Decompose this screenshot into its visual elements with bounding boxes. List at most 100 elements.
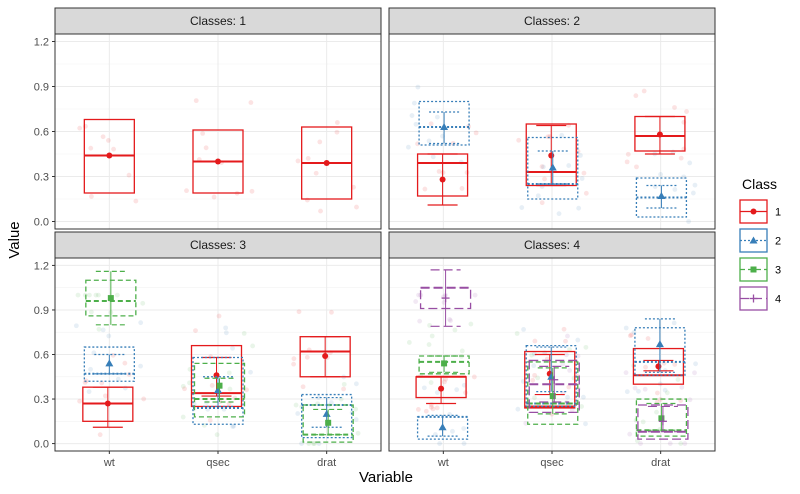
box-rect: [528, 359, 580, 414]
jitter-point: [122, 385, 128, 391]
jitter-point: [100, 327, 106, 333]
facet-panel-1: Classes: 1 0.0 0.3 0.6 0.9 1.2: [34, 7, 382, 230]
jitter-point: [583, 344, 589, 350]
jitter-point: [200, 130, 206, 136]
jitter-point: [180, 383, 186, 389]
mean-marker: [215, 158, 221, 165]
jitter-point: [230, 424, 236, 429]
jitter-point: [316, 395, 321, 400]
jitter-point: [623, 370, 629, 376]
jitter-point: [300, 384, 306, 390]
jitter-point: [103, 393, 108, 399]
box-rect: [635, 398, 688, 437]
box-drat: [301, 126, 353, 200]
jitter-point: [625, 151, 631, 157]
jitter-point: [406, 340, 412, 345]
jitter-point: [216, 313, 222, 319]
jitter-point: [434, 390, 440, 395]
jitter-point: [442, 379, 447, 385]
jitter-point: [539, 200, 545, 206]
jitter-point: [426, 342, 432, 347]
box-drat: [299, 336, 351, 378]
jitter-point: [655, 390, 660, 396]
jitter-point: [531, 351, 537, 357]
jitter-point: [662, 387, 668, 393]
jitter-point: [304, 354, 310, 360]
jitter-point: [521, 326, 526, 332]
jitter-point: [208, 354, 214, 360]
jitter-point: [643, 364, 648, 370]
box-wt: [418, 100, 470, 146]
mean-marker: [440, 123, 449, 130]
jitter-point: [687, 397, 693, 403]
jitter-point: [106, 137, 111, 143]
box-rect: [192, 356, 244, 425]
jitter-point: [535, 375, 541, 381]
panels-layer: Classes: 1 0.0 0.3 0.6 0.9 1.2 Classes: 2 Class…: [34, 7, 716, 469]
y-tick-label: 0.6: [34, 127, 49, 139]
jitter-point: [86, 389, 92, 395]
box-qsec: [527, 136, 579, 200]
jitter-point: [426, 138, 432, 144]
facet-strip: [54, 7, 382, 35]
jitter-point: [450, 428, 455, 434]
jitter-point: [452, 327, 458, 333]
jitter-point: [583, 421, 588, 427]
jitter-point: [230, 345, 235, 351]
jitter-point: [187, 380, 192, 386]
mean-marker: [655, 363, 662, 370]
jitter-point: [416, 292, 421, 298]
jitter-point: [88, 145, 94, 151]
jitter-point: [428, 404, 434, 410]
box-qsec: [192, 129, 244, 194]
mean-marker: [323, 160, 330, 166]
y-tick-label: 0.3: [34, 172, 49, 184]
box-qsec: [193, 362, 246, 418]
legend-marker: [749, 236, 758, 244]
jitter-point: [241, 330, 247, 336]
jitter-point: [640, 419, 646, 425]
jitter-point: [624, 389, 630, 395]
jitter-point: [560, 361, 566, 367]
series-class-3: [85, 270, 354, 443]
mean-marker: [438, 423, 447, 431]
jitter-point: [690, 190, 696, 196]
jitter-point: [409, 113, 415, 118]
jitter-point: [203, 145, 209, 151]
box-drat: [302, 404, 354, 443]
series-class-2: [418, 100, 688, 218]
box-wt: [83, 118, 135, 194]
mean-marker: [549, 393, 556, 400]
jitter-point: [519, 205, 525, 210]
y-tick-label: 0.9: [34, 82, 49, 94]
jitter-point: [182, 386, 187, 392]
jitter-point: [429, 333, 435, 339]
jitter-point: [672, 105, 677, 110]
jitter-points: [405, 84, 698, 224]
mean-marker: [441, 294, 450, 303]
jitter-point: [405, 144, 411, 150]
jitter-point: [531, 363, 537, 369]
box-rect: [637, 404, 689, 440]
jitter-point: [443, 376, 449, 382]
jitter-point: [633, 93, 639, 99]
jitter-point: [454, 387, 460, 393]
jitter-point: [556, 211, 562, 217]
jitter-point: [341, 386, 346, 392]
jitter-point: [334, 120, 340, 125]
jitter-point: [413, 121, 419, 127]
jitter-point: [627, 333, 633, 339]
jitter-point: [250, 343, 256, 349]
mean-marker: [658, 415, 665, 422]
jitter-point: [227, 386, 233, 392]
jitter-point: [473, 130, 479, 136]
jitter-point: [658, 172, 663, 177]
series-class-3: [418, 355, 688, 437]
jitter-point: [541, 164, 546, 170]
jitter-point: [638, 441, 643, 446]
series-class-4: [419, 269, 689, 440]
jitter-point: [631, 329, 637, 335]
jitter-point: [575, 337, 581, 343]
jitter-point: [563, 338, 568, 344]
jitter-point: [664, 390, 670, 396]
